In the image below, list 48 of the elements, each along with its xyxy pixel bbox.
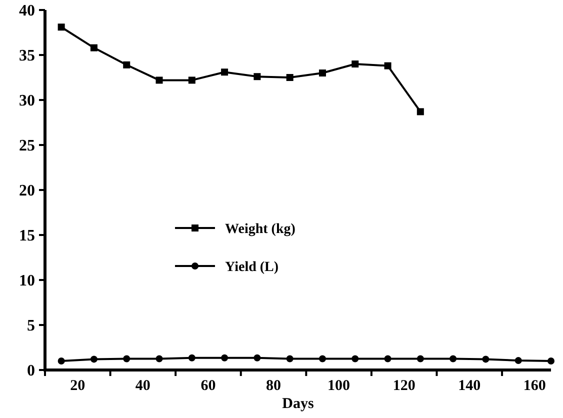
x-tick-label: 40 [135,378,150,394]
point [482,356,490,363]
x-tick-label: 160 [523,378,546,394]
point [58,358,65,364]
x-tick-label: 100 [328,378,350,394]
y-tick-label: 0 [27,362,35,380]
point [58,24,65,31]
point [221,68,228,76]
point [318,70,326,76]
y-tick-label: 5 [27,318,35,335]
point [254,354,261,362]
y-tick-label: 30 [19,92,35,110]
point [156,76,163,84]
point [123,355,130,362]
point [548,358,554,364]
y-tick-label: 20 [19,182,35,200]
point [123,61,130,68]
point [318,355,326,362]
legend-label: Weight (kg) [225,222,296,237]
point [156,355,163,362]
y-tick-label: 35 [19,48,35,65]
x-tick-label: 140 [458,378,481,394]
point [90,356,98,363]
point [352,60,359,68]
y-tick-label: 40 [19,2,35,20]
x-tick-label: 80 [266,378,282,394]
point [90,44,98,52]
legend-label: Yield (L) [225,260,279,275]
point [384,62,392,70]
y-tick-label: 15 [19,228,35,245]
y-tick-label: 10 [19,272,35,290]
point [416,355,424,362]
x-axis-title: Days [282,396,314,412]
point [450,355,457,362]
point [384,355,392,362]
x-tick-label: 60 [200,378,216,394]
x-tick-label: 120 [392,378,416,394]
x-tick-label: 20 [70,378,86,394]
point [254,73,261,80]
point [514,357,522,364]
point [286,74,294,81]
point [188,76,196,84]
point [286,355,294,362]
point [352,355,359,362]
point [188,354,196,362]
y-tick-label: 25 [19,138,35,155]
point [221,354,228,362]
point [416,108,424,116]
